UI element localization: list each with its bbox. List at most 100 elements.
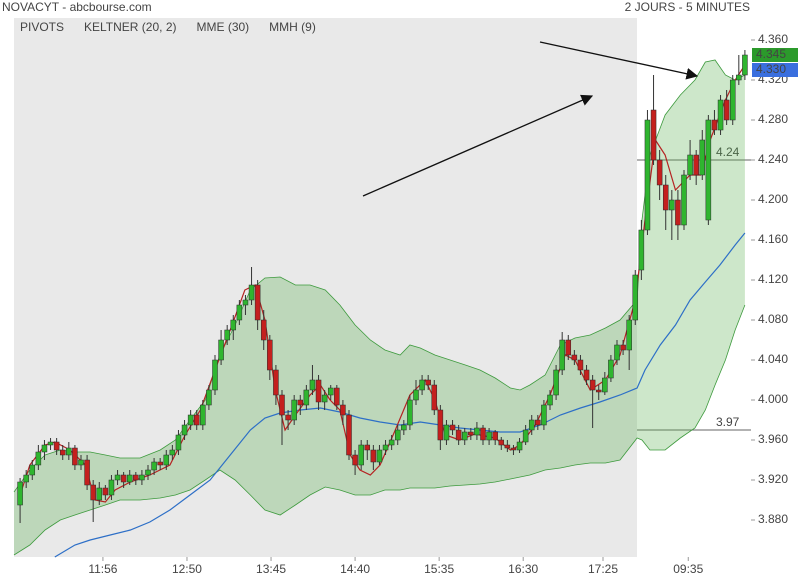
legend: PIVOTS KELTNER (20, 2) MME (30) MMH (9): [20, 20, 316, 34]
pivot-label: 4.24: [716, 145, 740, 159]
candle-body: [321, 394, 328, 403]
candle-body: [260, 319, 267, 341]
candle-body: [388, 439, 395, 446]
candle-body: [516, 441, 523, 451]
candle-body: [736, 74, 742, 81]
candle-body: [309, 379, 316, 391]
candle-body: [602, 377, 608, 393]
y-tick-label: 4.080: [758, 312, 788, 326]
candle-body: [163, 454, 170, 466]
legend-label: MME (30): [197, 20, 250, 34]
candle-body: [17, 481, 23, 506]
candle-body: [218, 339, 224, 361]
candle-body: [461, 431, 468, 441]
candle-body: [72, 447, 78, 466]
candle-body: [449, 424, 456, 431]
candle-body: [273, 369, 279, 396]
x-tick-label: 12:50: [172, 562, 202, 576]
previous-session-bg: [14, 18, 637, 557]
candle-body: [541, 404, 547, 426]
candle-body: [133, 474, 139, 481]
candle-body: [236, 304, 243, 321]
candle-body: [66, 447, 72, 456]
candle-body: [419, 379, 425, 391]
candle-body: [248, 284, 255, 301]
candle-body: [577, 359, 584, 371]
candle-body: [139, 474, 145, 481]
candle-body: [120, 474, 127, 483]
keltner-upper: [13, 59, 746, 493]
y-tick-label: 3.880: [758, 512, 788, 526]
candle-body: [102, 487, 109, 496]
candle-body: [47, 441, 54, 446]
candle-body: [364, 444, 371, 451]
y-tick-label: 4.000: [758, 392, 788, 406]
candle-body: [705, 119, 712, 221]
candle-body: [297, 399, 304, 406]
candle-body: [559, 339, 565, 371]
candle-body: [59, 449, 66, 456]
candle-body: [200, 404, 206, 426]
candle-body: [407, 399, 413, 426]
candle-body: [242, 299, 249, 306]
x-tick-label: 14:40: [340, 562, 370, 576]
y-tick-label: 4.240: [758, 152, 788, 166]
candle-body: [492, 431, 498, 441]
candle-body: [358, 444, 364, 466]
x-tick-label: 09:35: [673, 562, 703, 576]
candle-body: [638, 229, 645, 271]
price-tag: [752, 63, 798, 77]
y-tick-label: 4.200: [758, 192, 788, 206]
candle-body: [303, 389, 310, 406]
candle-body: [717, 99, 724, 131]
candle-body: [53, 441, 60, 451]
candle-body: [522, 429, 529, 443]
candle-body: [535, 419, 541, 426]
candle-body: [291, 399, 297, 421]
candle-body: [376, 449, 383, 463]
keltner-lower: [13, 304, 746, 556]
candle-body: [327, 387, 334, 396]
candle-body: [151, 461, 157, 471]
x-tick-label: 11:56: [88, 562, 117, 576]
candle-body: [157, 461, 163, 466]
candle-body: [589, 379, 596, 391]
candle-body: [662, 184, 669, 211]
candle-body: [224, 329, 230, 341]
x-tick-label: 16:30: [508, 562, 538, 576]
candle-body: [553, 369, 559, 396]
candle-body: [145, 469, 151, 476]
candle-body: [382, 444, 389, 451]
y-tick-label: 4.040: [758, 352, 788, 366]
candle-body: [279, 394, 285, 416]
price-tag-label: 4.330: [756, 62, 786, 76]
candle-body: [175, 434, 182, 451]
candle-body: [315, 379, 322, 403]
candle-body: [729, 79, 736, 121]
y-tick-label: 3.920: [758, 472, 788, 486]
candle-body: [212, 359, 218, 391]
x-tick-label: 13:45: [256, 562, 286, 576]
candle-body: [41, 444, 48, 453]
candle-body: [498, 439, 505, 446]
candle-body: [401, 424, 407, 431]
candle-body: [644, 119, 651, 231]
pivot-label: 3.97: [716, 415, 740, 429]
candle-body: [96, 487, 103, 501]
candle-body: [620, 344, 626, 351]
price-tag-label: 4.345: [756, 47, 786, 61]
candle-body: [352, 454, 358, 466]
candle-body: [108, 479, 115, 496]
candle-body: [742, 54, 748, 76]
candle-body: [169, 449, 176, 456]
candle-body: [285, 414, 291, 421]
y-tick-label: 4.120: [758, 272, 788, 286]
chart-title: NOVACYT - abcbourse.com: [2, 0, 152, 14]
candle-body: [181, 424, 188, 436]
candle-body: [687, 154, 693, 176]
legend-label: KELTNER (20, 2): [84, 20, 176, 34]
candle-body: [547, 394, 553, 406]
x-tick-label: 17:25: [588, 562, 618, 576]
chart-subtitle: 2 JOURS - 5 MINUTES: [625, 0, 750, 14]
